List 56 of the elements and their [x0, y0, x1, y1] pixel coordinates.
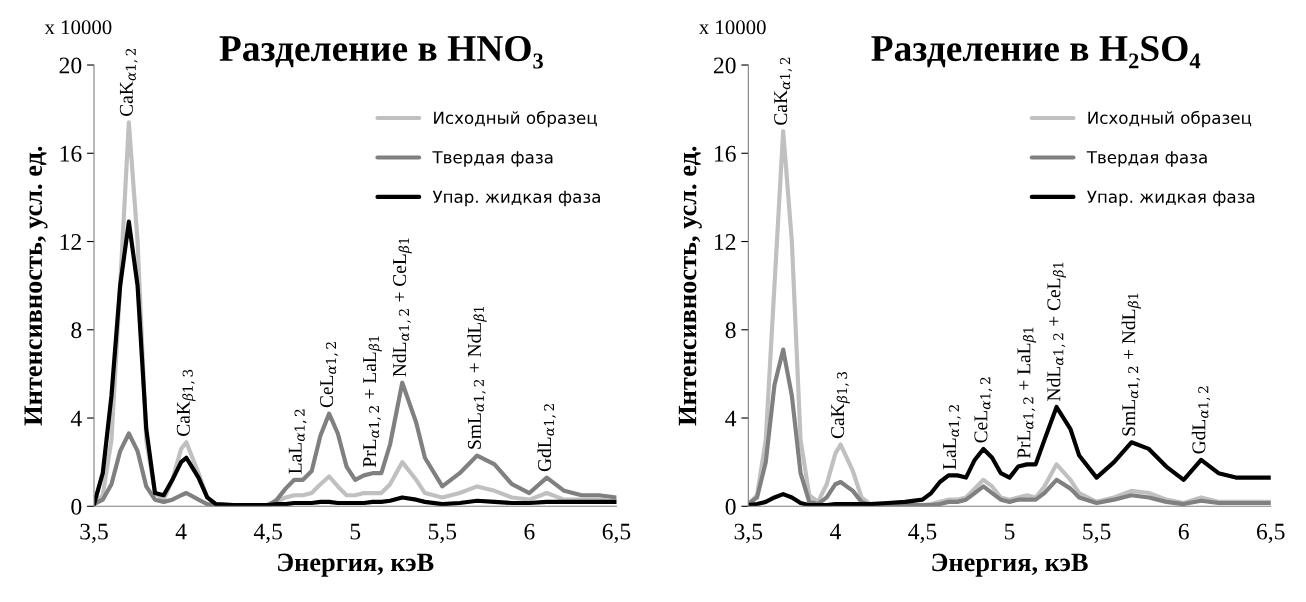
legend-label: Исходный образец	[434, 110, 597, 128]
legend-label: Твердая фаза	[432, 151, 553, 167]
annotation: PrL$_{α1,2}$ + LaL$_{β1}$	[1017, 327, 1037, 459]
x-tick-label: 3,5	[80, 523, 108, 543]
legend-label: Исходный образец	[1088, 110, 1252, 128]
y-axis-title: Интенсивность, усл. ед.	[24, 146, 48, 426]
y-tick-label: 16	[715, 145, 736, 162]
x-tick-label: 4,5	[253, 523, 282, 543]
x-tick-label: 3,5	[734, 523, 763, 543]
x-tick-label: 5	[350, 523, 361, 540]
y-tick-label: 0	[71, 498, 82, 515]
x-tick-label: 6,5	[1257, 523, 1285, 543]
annotation: SmL$_{α1,2}$ + NdL$_{β1}$	[1121, 293, 1141, 436]
annotation: SmL$_{α1,2}$ + NdL$_{β1}$	[467, 306, 487, 449]
y-tick-label: 12	[715, 234, 736, 250]
y-axis-title: Интенсивность, усл. ед.	[678, 146, 702, 426]
x-tick-label: 5,5	[1083, 523, 1111, 543]
x-tick-label: 4,5	[908, 523, 937, 543]
chart-title: Разделение в HNO₃	[219, 35, 543, 69]
annotation: CaK$_{β1,3}$	[176, 369, 196, 436]
annotation: CaK$_{α1,2}$	[119, 48, 138, 117]
x-tick-label: 4	[175, 523, 187, 540]
y-tick-label: 8	[71, 322, 82, 339]
annotation: LaL$_{α1,2}$	[943, 405, 961, 470]
legend-label: Твердая фаза	[1086, 151, 1207, 167]
legend-label: Упар. жидкая фаза	[1087, 190, 1255, 207]
annotation: GdL$_{α1,2}$	[537, 404, 556, 472]
text: x 10000	[698, 20, 766, 35]
x-axis-title: Энергия, кэВ	[932, 553, 1088, 577]
y-tick-label: 8	[725, 322, 736, 339]
x-tick-label: 4	[829, 523, 841, 540]
y-tick-label: 20	[59, 57, 82, 74]
annotation: PrL$_{α1,2}$ + LaL$_{β1}$	[363, 336, 382, 468]
y-tick-label: 0	[725, 498, 736, 515]
y-tick-label: 4	[70, 410, 82, 427]
annotation: NdL$_{α1,2}$ + CeL$_{β1}$	[1046, 262, 1067, 401]
annotation: CeL$_{α1,2}$	[974, 377, 993, 443]
annotation: CaK$_{α1,2}$	[774, 57, 792, 125]
chart-title: Разделение в H₂SO₄	[871, 35, 1201, 69]
y-tick-label: 20	[713, 57, 736, 74]
annotation: CaK$_{β1,3}$	[831, 372, 850, 439]
annotation: LaL$_{α1,2}$	[288, 409, 307, 474]
x-tick-label: 6,5	[602, 523, 631, 543]
x-tick-label: 6	[524, 523, 535, 540]
y-tick-label: 16	[60, 145, 82, 162]
legend-label: Упар. жидкая фаза	[432, 190, 600, 207]
x-tick-label: 5,5	[428, 523, 457, 543]
y-tick-label: 12	[60, 234, 81, 250]
text: x 10000	[44, 20, 112, 35]
annotation: CeL$_{α1,2}$	[320, 342, 338, 408]
x-tick-label: 6	[1178, 523, 1189, 540]
y-tick-label: 4	[725, 410, 737, 427]
annotation: NdL$_{α1,2}$ + CeL$_{β1}$	[392, 238, 412, 377]
x-axis-title: Энергия, кэВ	[278, 553, 434, 577]
x-tick-label: 5	[1005, 523, 1015, 540]
annotation: GdL$_{α1,2}$	[1191, 386, 1211, 454]
